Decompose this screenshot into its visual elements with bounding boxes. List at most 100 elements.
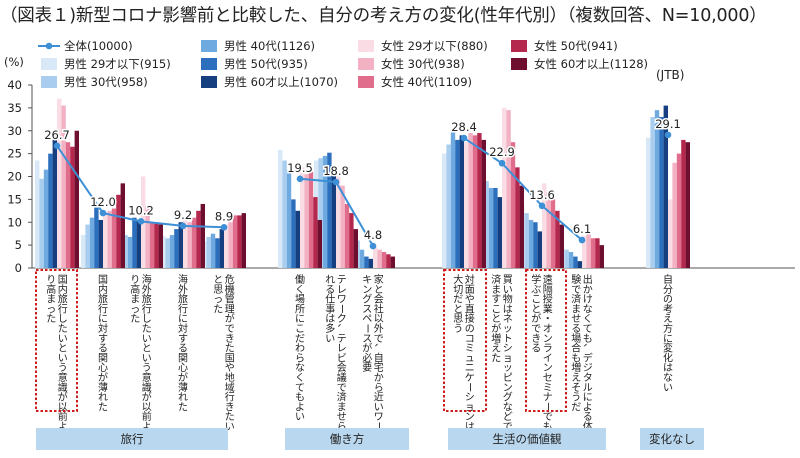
category-label-char: 理 (225, 303, 235, 315)
bar (481, 139, 486, 268)
bar (368, 258, 373, 268)
category-label-char: れ (178, 392, 188, 404)
category-label-char: ま (130, 294, 140, 306)
bar (654, 110, 660, 268)
overall-point (53, 142, 61, 150)
category-label-char: ト (503, 334, 513, 345)
category-label-char: 機 (225, 283, 235, 296)
legend: 全体(10000) 男性 29才以下(915) 男性 30代(958) 男性 40代(… (38, 39, 648, 89)
category-label-char: で (543, 412, 553, 423)
category-label-char: 切 (453, 284, 463, 296)
bar (515, 167, 520, 268)
category-label-char: え (491, 343, 501, 355)
category-label-char: く (295, 373, 305, 384)
category-label-char: ー (463, 382, 474, 392)
category-label-char: 心 (98, 362, 108, 374)
legend-swatch (201, 40, 217, 52)
legend-label: 男性 50代(935) (224, 57, 308, 71)
bar (154, 222, 159, 268)
category-label-char: 直 (465, 302, 475, 315)
bar (286, 169, 292, 268)
category-label-char: た (225, 343, 235, 355)
bar (169, 235, 175, 268)
bar (373, 247, 378, 268)
bar (183, 217, 188, 268)
bar (546, 192, 551, 268)
category-label-char: と (453, 303, 463, 315)
category-label-char: タ (583, 372, 593, 384)
bar (200, 203, 205, 268)
bar (206, 236, 211, 268)
category-label-char: い (503, 285, 513, 296)
legend-label: 男性 60才以上(1070) (224, 75, 338, 89)
category-label-char: ン (503, 383, 513, 394)
bar (659, 117, 664, 268)
category-label-char: ジ (583, 363, 593, 374)
category-label-char: 地 (225, 371, 235, 384)
group-label: 変化なし (649, 432, 695, 446)
category-label-char: ラ (543, 343, 553, 355)
bar (224, 224, 229, 268)
data-label: 8.9 (215, 209, 233, 223)
category-label-char: 済 (491, 273, 501, 286)
category-label-char: し (58, 313, 68, 325)
category-label-char: 遠 (543, 273, 553, 286)
category-label-char: た (491, 352, 501, 364)
bar (304, 174, 309, 268)
category-label-char: す (178, 333, 188, 345)
category-label-char: な (663, 372, 673, 384)
category-label-char: 識 (58, 381, 68, 394)
category-label-char: た (46, 313, 56, 325)
bar (215, 238, 220, 268)
legend-label: 男性 40代(1126) (224, 39, 315, 53)
group-label: 働き方 (330, 432, 365, 446)
category-label-char: い (225, 422, 235, 433)
category-label-char: 心 (178, 362, 188, 374)
category-label-char: ミ (465, 344, 475, 355)
bar (502, 107, 507, 269)
overall-point (220, 223, 228, 231)
bar (300, 167, 305, 268)
category-label-char: た (225, 411, 235, 423)
category-label-char: よ (142, 421, 152, 433)
category-label-char: う (142, 362, 152, 374)
bar (187, 222, 192, 268)
category-label-char: 内 (98, 283, 108, 296)
category-label-char: 、 (581, 343, 592, 353)
category-label-char: で (571, 285, 581, 296)
overall-point (296, 175, 304, 183)
bar (89, 217, 95, 268)
category-label-char: 化 (663, 351, 673, 364)
bar (111, 208, 117, 268)
bar (313, 197, 318, 268)
data-label: 29.1 (655, 117, 681, 131)
category-label-char: 前 (142, 410, 152, 423)
category-label-char: 旅 (178, 293, 188, 306)
category-label-char: 行 (58, 302, 68, 315)
category-label-char: な (295, 362, 305, 374)
category-label-char: が (58, 391, 68, 404)
category-label-char: せ (571, 313, 581, 325)
category-label-char: イ (543, 353, 553, 364)
highlight-box (525, 269, 567, 412)
data-label: 18.8 (323, 164, 349, 178)
category-label-char: ン (543, 334, 553, 345)
category-label-char: 外 (374, 323, 384, 335)
category-label-char: ま (46, 294, 56, 306)
category-label-char: ュ (465, 353, 475, 364)
category-label-char: 識 (142, 381, 152, 394)
category-label-char: や (225, 362, 235, 374)
category-label-char: 業 (543, 302, 553, 315)
bar (94, 207, 99, 268)
category-label-char: 要 (362, 362, 372, 374)
category-label-char: 以 (58, 402, 68, 413)
category-label-char: る (98, 343, 108, 355)
category-label-char: と (491, 313, 501, 325)
bar (81, 235, 86, 268)
category-label-char: 働 (295, 273, 305, 286)
